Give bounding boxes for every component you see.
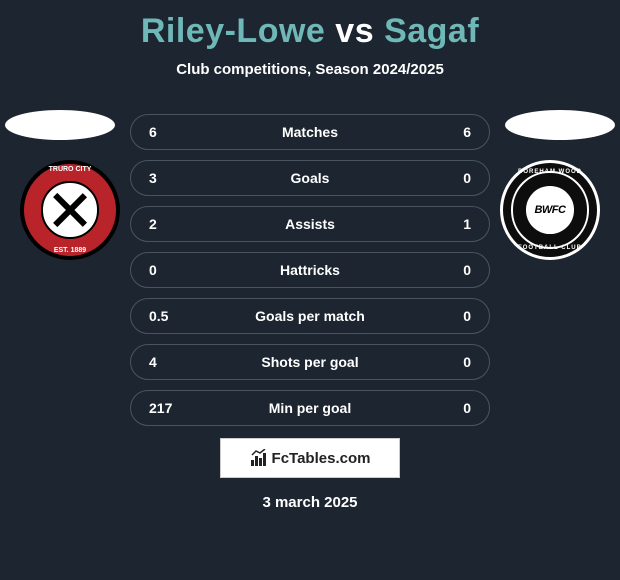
player2-highlight-ellipse <box>505 110 615 140</box>
badge-left-inner <box>41 181 98 238</box>
stat-label: Goals <box>185 170 435 186</box>
stat-left-value: 2 <box>149 216 185 232</box>
stat-row: 4Shots per goal0 <box>130 344 490 380</box>
chart-icon <box>250 449 268 467</box>
date-text: 3 march 2025 <box>0 494 620 511</box>
content-area: TRURO CITY EST. 1889 BOREHAM WOOD FOOTBA… <box>0 110 620 511</box>
stat-left-value: 6 <box>149 124 185 140</box>
stat-label: Goals per match <box>185 308 435 324</box>
stat-right-value: 1 <box>435 216 471 232</box>
club-badge-left: TRURO CITY EST. 1889 <box>20 160 120 260</box>
stat-left-value: 0.5 <box>149 308 185 324</box>
stat-right-value: 0 <box>435 400 471 416</box>
stat-left-value: 3 <box>149 170 185 186</box>
stat-row: 0Hattricks0 <box>130 252 490 288</box>
badge-left-text-bottom: EST. 1889 <box>24 247 116 254</box>
badge-right-text-top: BOREHAM WOOD <box>503 169 597 175</box>
comparison-title: Riley-Lowe vs Sagaf <box>0 0 620 51</box>
branding-text: FcTables.com <box>272 450 371 467</box>
badge-left-outer: TRURO CITY EST. 1889 <box>20 160 120 260</box>
subtitle: Club competitions, Season 2024/2025 <box>0 61 620 78</box>
stat-label: Shots per goal <box>185 354 435 370</box>
stat-row: 217Min per goal0 <box>130 390 490 426</box>
stat-left-value: 4 <box>149 354 185 370</box>
badge-left-text-top: TRURO CITY <box>24 166 116 173</box>
stats-list: 6Matches63Goals02Assists10Hattricks00.5G… <box>130 110 490 426</box>
badge-right-text-bottom: FOOTBALL CLUB <box>503 245 597 251</box>
stat-left-value: 0 <box>149 262 185 278</box>
club-badge-right: BOREHAM WOOD FOOTBALL CLUB BWFC <box>500 160 600 260</box>
badge-right-monogram: BWFC <box>526 186 574 234</box>
vs-text: vs <box>335 12 374 50</box>
player1-highlight-ellipse <box>5 110 115 140</box>
stat-row: 3Goals0 <box>130 160 490 196</box>
stat-row: 0.5Goals per match0 <box>130 298 490 334</box>
stat-left-value: 217 <box>149 400 185 416</box>
stat-right-value: 0 <box>435 262 471 278</box>
stat-right-value: 0 <box>435 170 471 186</box>
stat-right-value: 6 <box>435 124 471 140</box>
badge-right-outer: BOREHAM WOOD FOOTBALL CLUB BWFC <box>500 160 600 260</box>
stat-row: 2Assists1 <box>130 206 490 242</box>
stat-right-value: 0 <box>435 354 471 370</box>
stat-label: Assists <box>185 216 435 232</box>
stat-right-value: 0 <box>435 308 471 324</box>
stat-label: Matches <box>185 124 435 140</box>
stat-label: Min per goal <box>185 400 435 416</box>
player2-name: Sagaf <box>384 12 479 50</box>
stat-label: Hattricks <box>185 262 435 278</box>
branding-logo[interactable]: FcTables.com <box>220 438 400 478</box>
stat-row: 6Matches6 <box>130 114 490 150</box>
player1-name: Riley-Lowe <box>141 12 325 50</box>
